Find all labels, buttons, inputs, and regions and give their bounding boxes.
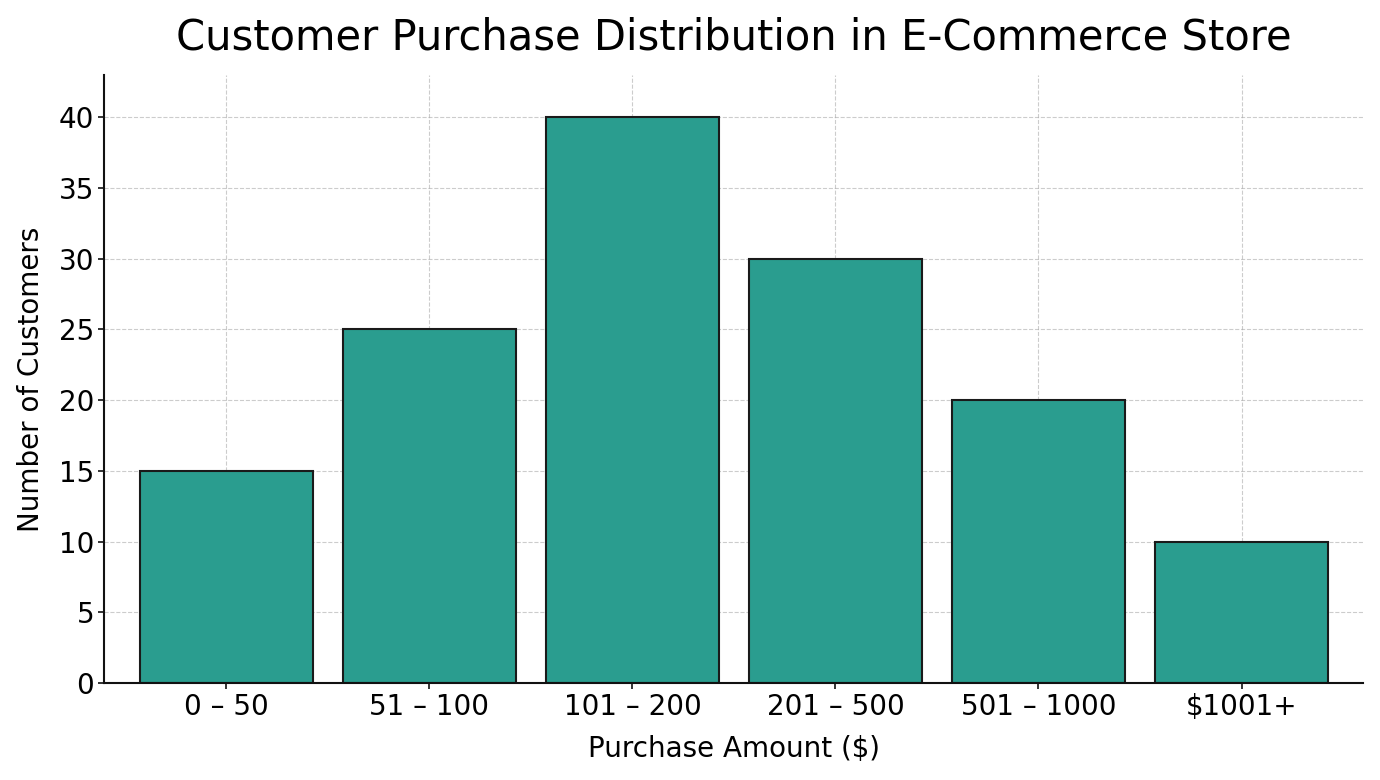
Bar — [344, 329, 516, 683]
Bar — [1155, 541, 1328, 683]
X-axis label: Purchase Amount ($): Purchase Amount ($) — [588, 736, 880, 764]
Title: Customer Purchase Distribution in E-Commerce Store: Customer Purchase Distribution in E-Comm… — [177, 16, 1292, 58]
Bar — [749, 259, 922, 683]
Bar — [546, 117, 719, 683]
Bar — [139, 471, 313, 683]
Y-axis label: Number of Customers: Number of Customers — [17, 226, 44, 531]
Bar — [952, 400, 1125, 683]
